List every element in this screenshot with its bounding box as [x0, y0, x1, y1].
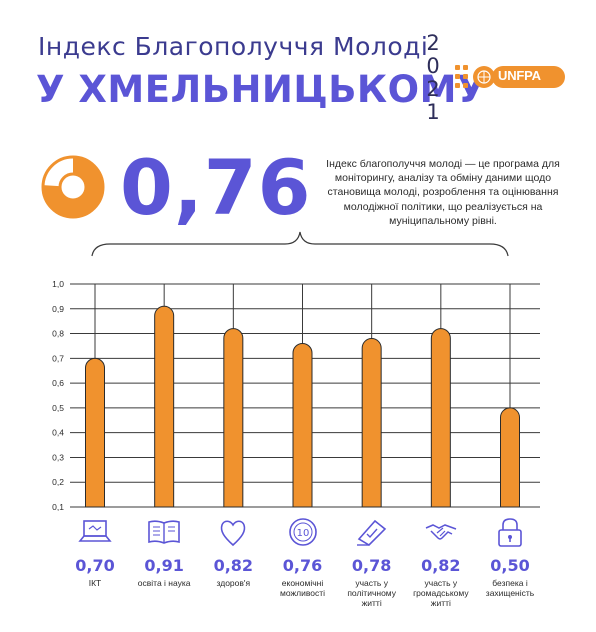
title-line1: Індекс Благополуччя Молоді	[38, 32, 429, 61]
year-digit: 1	[426, 100, 440, 124]
bar	[85, 357, 105, 508]
y-tick-label: 0,6	[52, 378, 64, 388]
category-label-line: економічні	[281, 578, 324, 588]
category-label-line: участь у	[355, 578, 388, 588]
bar	[154, 305, 175, 508]
y-tick-label: 0,9	[52, 304, 64, 314]
y-tick-label: 0,3	[52, 452, 64, 462]
laptop-icon	[78, 520, 112, 542]
category-label: освіта і наука	[124, 578, 204, 588]
bar-value-label: 0,82	[421, 556, 461, 575]
title-line2: У ХМЕЛЬНИЦЬКОМУ	[36, 68, 486, 111]
bar-value-label: 0,91	[144, 556, 184, 575]
bar	[223, 328, 244, 508]
year-digit: 2	[426, 31, 440, 55]
year-vertical: 2 0 2 1	[423, 32, 443, 124]
category-label-line: ІКТ	[88, 578, 102, 588]
category-label-line: можливості	[279, 588, 326, 598]
handshake-icon	[425, 524, 457, 540]
category-label-line: здоров'я	[216, 578, 251, 588]
category-label-line: освіта і наука	[137, 578, 191, 588]
ballot-icon	[356, 519, 386, 547]
bar	[292, 342, 313, 508]
bar-value-label: 0,82	[213, 556, 254, 575]
bar-value-label: 0,70	[75, 556, 115, 575]
bar	[430, 328, 451, 508]
category-label-line: житті	[361, 598, 382, 608]
bar-value-label: 0,78	[351, 556, 392, 575]
y-tick-label: 0,4	[52, 428, 64, 438]
y-tick-label: 0,1	[52, 502, 64, 512]
category-label: безпека і захищеність	[470, 578, 550, 598]
category-label-line: участь у	[424, 578, 458, 588]
curly-brace	[91, 231, 509, 257]
svg-text:10: 10	[296, 528, 309, 539]
index-description: Індекс благополуччя молоді — це програма…	[326, 158, 560, 227]
y-tick-label: 0,2	[52, 477, 64, 487]
category-label: здоров'я	[193, 578, 273, 588]
category-label: економічні можливості	[263, 578, 343, 598]
padlock-icon	[498, 518, 522, 547]
index-value: 0,76	[120, 143, 312, 232]
y-tick-label: 0,8	[52, 329, 64, 339]
y-tick-label: 0,5	[52, 403, 64, 413]
category-label-line: політичному	[347, 588, 396, 598]
coin-icon: 10	[288, 518, 317, 546]
bar-value-label: 0,50	[490, 556, 530, 575]
bar-chart: 0,1 0,2 0,3 0,4 0,5 0,6 0,7 0,8 0,9 1,0	[52, 279, 540, 512]
index-donut-chart	[41, 155, 105, 219]
category-label-line: громадському	[413, 588, 469, 598]
bar-value-label: 0,76	[282, 556, 323, 575]
bar	[500, 407, 520, 508]
category-label: участь у громадському житті	[401, 578, 481, 608]
y-tick-label: 1,0	[52, 279, 64, 289]
book-icon	[148, 520, 180, 544]
logo-text: UNFPA	[498, 68, 541, 83]
category-label: ІКТ	[55, 578, 135, 588]
category-label: участь у політичному житті	[332, 578, 412, 608]
heart-icon	[221, 520, 246, 547]
category-label-line: захищеність	[485, 588, 535, 598]
category-label-line: житті	[430, 598, 451, 608]
category-label-line: безпека і	[492, 578, 528, 588]
year-digit: 0	[426, 54, 440, 78]
unfpa-logo	[455, 65, 565, 88]
bar	[361, 338, 382, 508]
y-tick-label: 0,7	[52, 353, 64, 363]
year-digit: 2	[426, 77, 440, 101]
